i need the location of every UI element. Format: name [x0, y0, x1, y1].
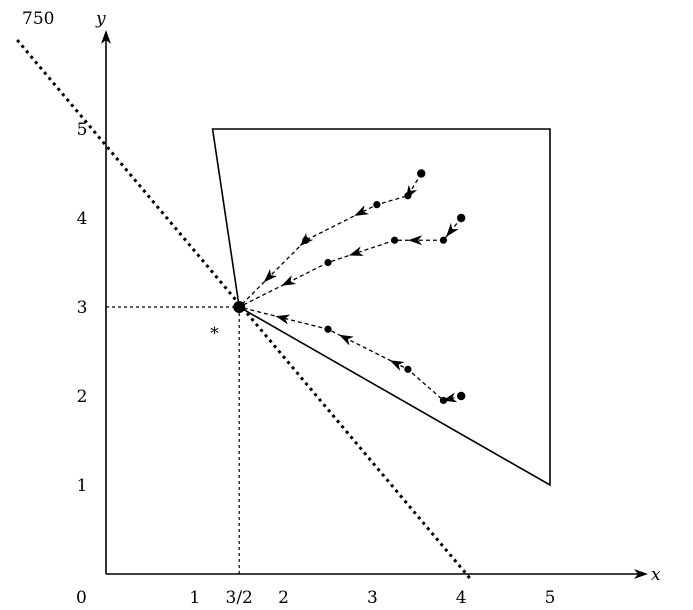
trajectory-point: [417, 169, 426, 178]
equilibrium-point: [233, 301, 246, 313]
x-tick-label: 2: [278, 588, 289, 608]
x-tick-label: 5: [545, 588, 556, 608]
trajectory-point: [373, 201, 381, 209]
trajectory-arrow: [408, 235, 423, 246]
equilibrium-guides: [106, 306, 240, 574]
y-tick-label: 2: [77, 387, 88, 407]
equilibrium-label: *: [210, 324, 219, 344]
trajectory-path: [238, 217, 462, 308]
y-tick-labels: 1 2 3 4 5: [77, 120, 88, 496]
y-tick-label: 3: [77, 298, 88, 318]
y-tick-label: 4: [77, 209, 88, 229]
y-axis-label: y: [95, 9, 106, 29]
trajectory-point: [457, 391, 466, 401]
trajectory-arrow: [339, 334, 354, 346]
trajectory-arrow: [405, 184, 418, 200]
origin-label: 0: [76, 588, 87, 608]
trajectory-arrow: [348, 246, 364, 256]
x-tick-label: 3: [367, 588, 378, 608]
x-tick-label: 1: [189, 588, 200, 608]
trajectory-arrow: [389, 360, 405, 371]
x-axis-label: x: [651, 565, 661, 585]
trajectory-arrow: [446, 222, 459, 237]
trajectory-point: [324, 325, 332, 333]
corner-label: 750: [22, 9, 54, 29]
trajectory-path: [239, 306, 462, 402]
feasible-region: [211, 128, 551, 487]
trajectory-arrow: [275, 314, 291, 325]
x-tick-label: 4: [456, 588, 467, 608]
trajectory-point: [404, 365, 412, 373]
trajectory-point: [439, 236, 448, 244]
y-tick-label: 1: [77, 476, 88, 496]
trajectory-point: [391, 236, 399, 244]
trajectories: [238, 169, 466, 405]
y-tick-label: 5: [77, 120, 88, 140]
trajectory-arrow: [263, 268, 278, 283]
trajectory-point: [457, 213, 466, 223]
trajectory-arrow: [299, 232, 314, 247]
trajectory-arrow: [281, 275, 297, 286]
trajectory-point: [324, 258, 332, 267]
trajectory-arrow: [442, 392, 458, 403]
trajectory-arrow: [354, 205, 369, 216]
x-tick-labels: 1 3/2 2 3 4 5: [189, 588, 555, 608]
x-tick-label: 3/2: [226, 588, 253, 608]
